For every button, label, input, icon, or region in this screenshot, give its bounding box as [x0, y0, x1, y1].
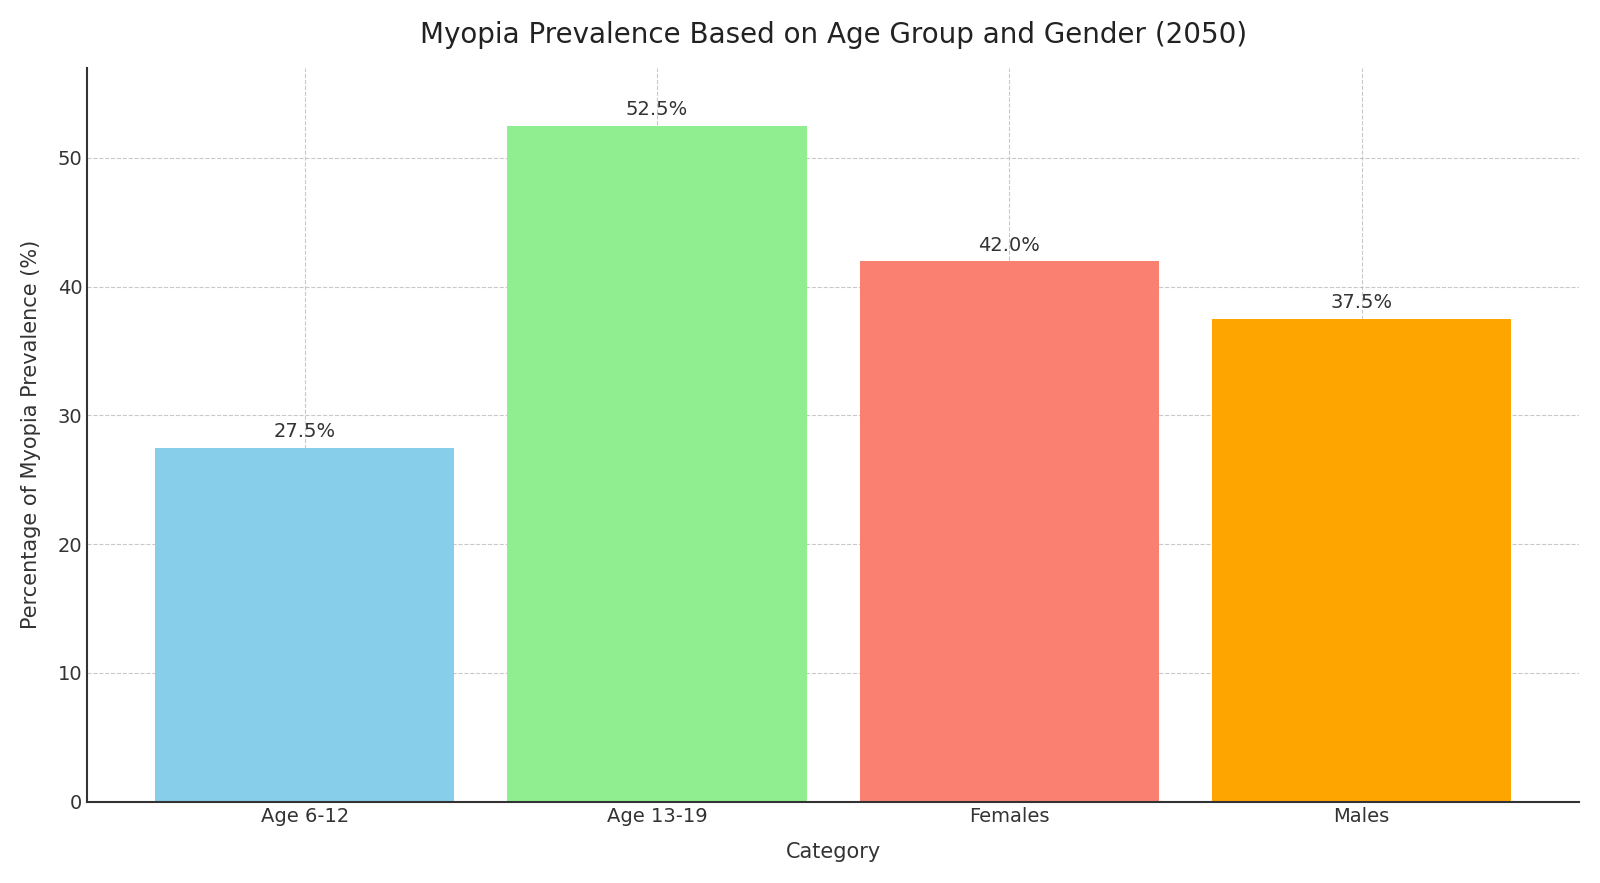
X-axis label: Category: Category	[786, 842, 880, 862]
Text: 37.5%: 37.5%	[1331, 293, 1392, 313]
Text: 52.5%: 52.5%	[626, 101, 688, 119]
Bar	[859, 261, 1158, 802]
Bar	[507, 125, 806, 802]
Title: Myopia Prevalence Based on Age Group and Gender (2050): Myopia Prevalence Based on Age Group and…	[419, 21, 1246, 49]
Bar	[155, 448, 454, 802]
Bar	[1211, 319, 1512, 802]
Y-axis label: Percentage of Myopia Prevalence (%): Percentage of Myopia Prevalence (%)	[21, 240, 42, 630]
Text: 27.5%: 27.5%	[274, 422, 336, 442]
Text: 42.0%: 42.0%	[978, 236, 1040, 254]
